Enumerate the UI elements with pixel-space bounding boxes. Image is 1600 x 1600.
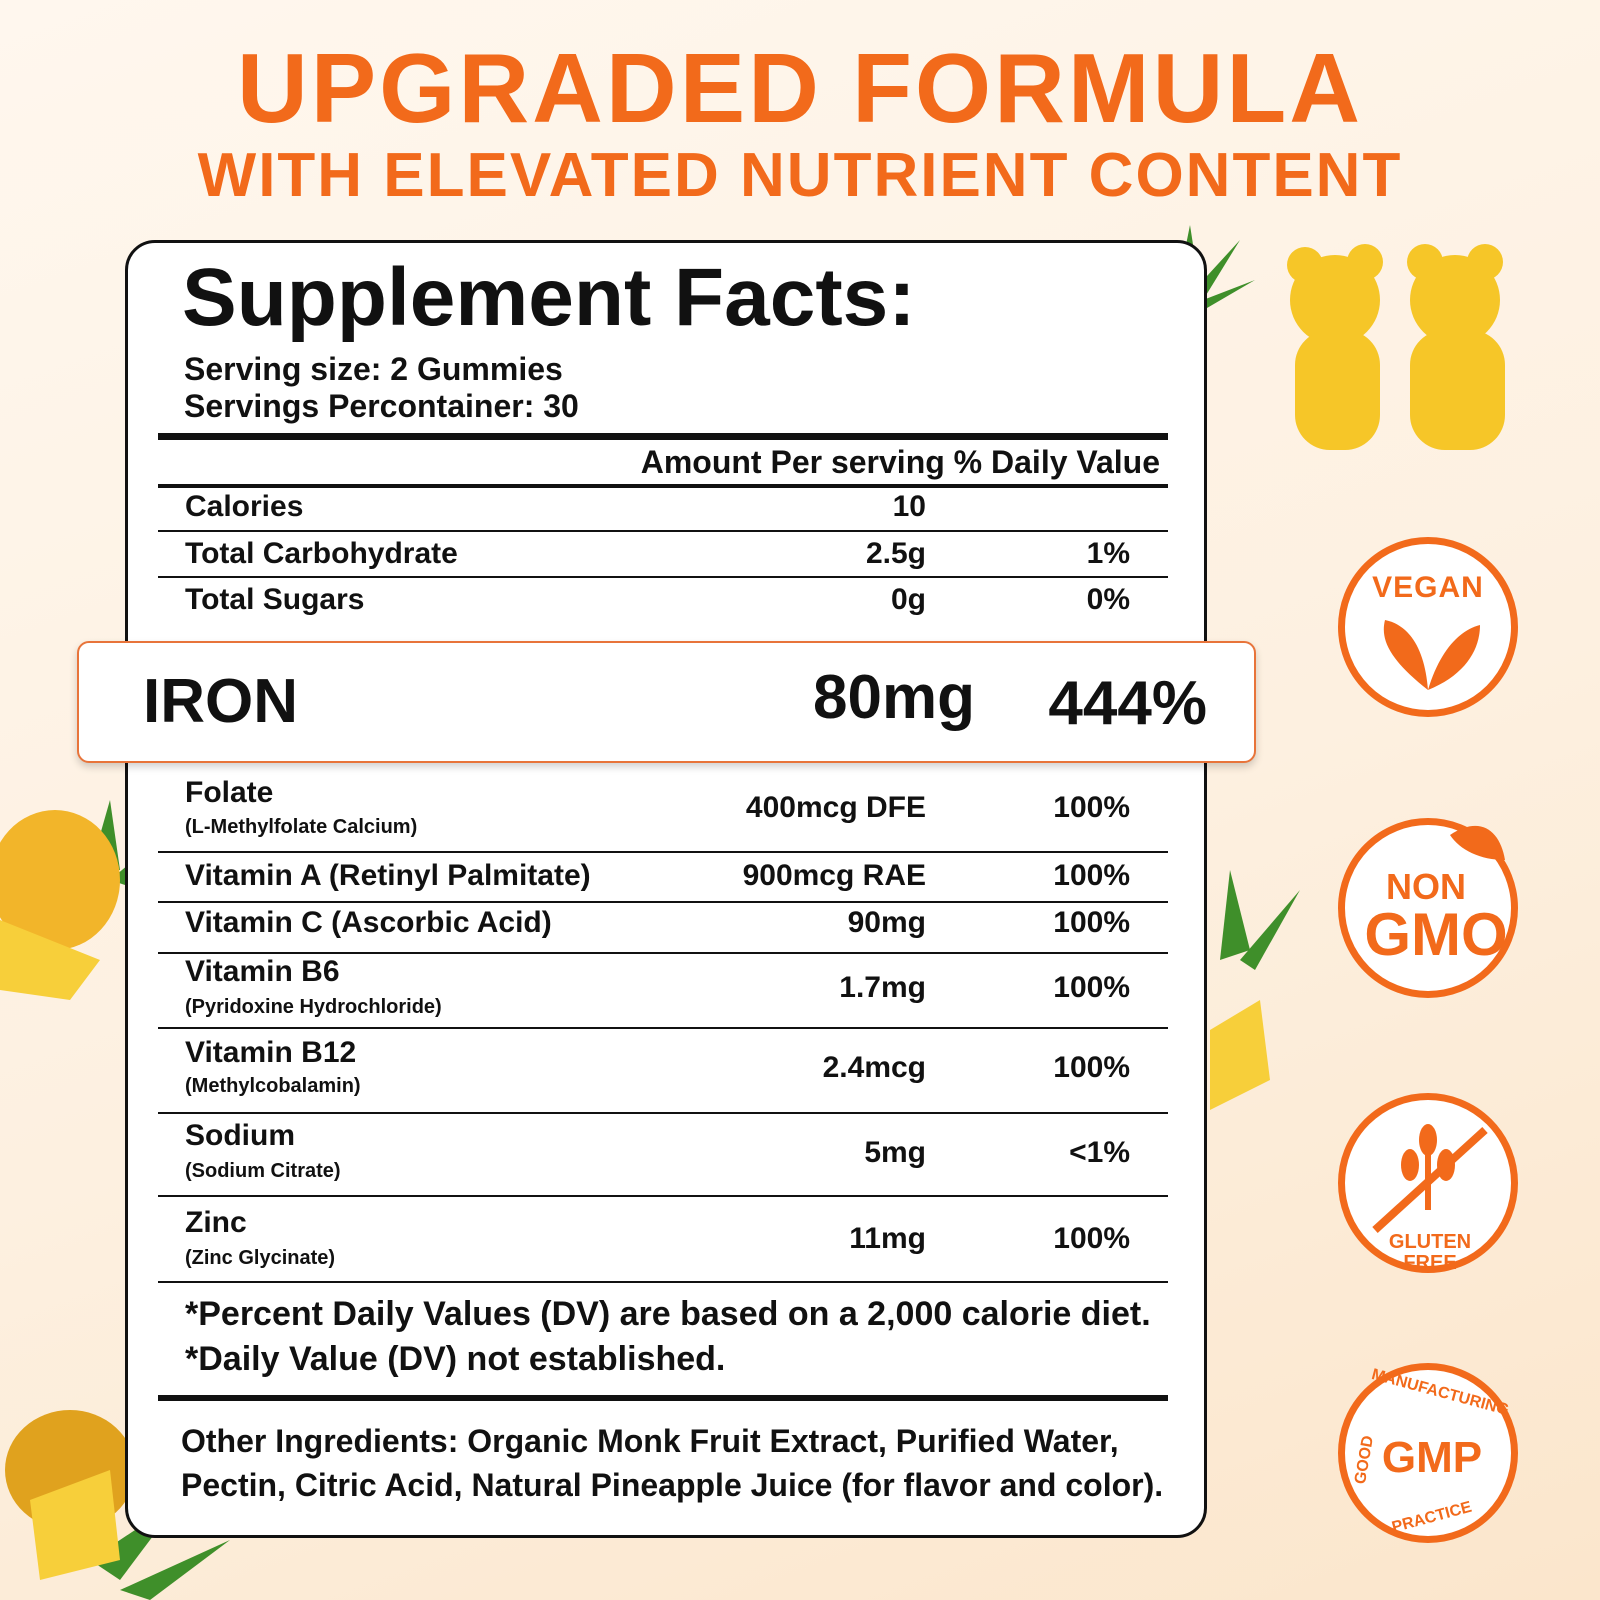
nutrient-name: Total Carbohydrate: [185, 537, 458, 570]
subheadline: WITH ELEVATED NUTRIENT CONTENT: [197, 141, 1403, 210]
nutrient-amount: 10: [892, 490, 926, 523]
badge-label: NON: [1386, 866, 1466, 907]
divider: [158, 1027, 1168, 1029]
nutrient-dv: 100%: [1053, 1222, 1130, 1255]
divider: [158, 1395, 1168, 1401]
other-ingredients: Pectin, Citric Acid, Natural Pineapple J…: [181, 1467, 1164, 1503]
nutrient-name: Zinc: [185, 1206, 247, 1239]
divider: [158, 576, 1168, 578]
facts-card: [125, 240, 1207, 1538]
divider: [158, 1281, 1168, 1283]
vegan-badge: [1338, 537, 1518, 717]
footnote: *Daily Value (DV) not established.: [185, 1340, 726, 1378]
nutrient-name: Vitamin B6: [185, 955, 340, 988]
facts-title: Supplement Facts:: [182, 252, 916, 343]
iron-name: IRON: [143, 667, 298, 736]
headline: UPGRADED FORMULA: [237, 33, 1363, 143]
divider: [158, 952, 1168, 954]
non-gmo-badge: [1338, 818, 1518, 998]
nutrient-dv: 100%: [1053, 859, 1130, 892]
nutrient-name: Sodium: [185, 1119, 295, 1152]
serving-size: Serving size: 2 Gummies: [184, 351, 563, 387]
nutrient-amount: 900mcg RAE: [742, 859, 926, 892]
iron-highlight: [77, 641, 1256, 763]
nutrient-amount: 2.4mcg: [822, 1051, 926, 1084]
nutrient-source: (L-Methylfolate Calcium): [185, 816, 418, 838]
nutrient-amount: 2.5g: [865, 537, 926, 570]
badge-label: GMO: [1364, 901, 1508, 968]
nutrient-amount: 1.7mg: [839, 971, 926, 1004]
nutrient-dv: 100%: [1053, 791, 1130, 824]
nutrient-amount: 400mcg DFE: [745, 791, 926, 824]
nutrient-dv: 100%: [1053, 971, 1130, 1004]
nutrient-amount: 90mg: [847, 906, 926, 939]
nutrient-source: (Pyridoxine Hydrochloride): [185, 996, 442, 1018]
divider: [158, 1195, 1168, 1197]
badge-label: FREE: [1403, 1252, 1457, 1274]
badge-label: VEGAN: [1372, 571, 1484, 604]
divider: [158, 484, 1168, 488]
badge-label: GMP: [1381, 1433, 1483, 1482]
nutrient-source: (Zinc Glycinate): [185, 1247, 336, 1269]
nutrient-dv: 100%: [1053, 1051, 1130, 1084]
other-ingredients: Other Ingredients: Organic Monk Fruit Ex…: [181, 1423, 1119, 1459]
iron-dv: 444%: [1048, 669, 1207, 738]
badge-label: GLUTEN: [1388, 1231, 1472, 1253]
nutrient-dv: 0%: [1086, 583, 1130, 616]
servings: Servings Percontainer: 30: [184, 388, 579, 424]
divider: [158, 851, 1168, 853]
nutrient-source: (Sodium Citrate): [185, 1160, 341, 1182]
divider: [158, 901, 1168, 903]
divider: [158, 433, 1168, 440]
gmp-badge: [1338, 1363, 1518, 1543]
nutrient-name: Calories: [185, 490, 304, 523]
divider: [158, 530, 1168, 532]
iron-amount: 80mg: [813, 663, 975, 732]
nutrient-dv: <1%: [1069, 1136, 1130, 1169]
nutrient-amount: 11mg: [849, 1222, 926, 1255]
footnote: *Percent Daily Values (DV) are based on …: [185, 1295, 1151, 1333]
nutrient-dv: 1%: [1086, 537, 1130, 570]
nutrient-dv: 100%: [1053, 906, 1130, 939]
column-header: Amount Per serving % Daily Value: [640, 444, 1160, 480]
nutrient-source: (Methylcobalamin): [185, 1075, 361, 1097]
nutrient-name: Vitamin C (Ascorbic Acid): [185, 906, 552, 939]
nutrient-amount: 0g: [890, 583, 926, 616]
nutrient-amount: 5mg: [864, 1136, 926, 1169]
nutrient-name: Folate: [185, 776, 274, 809]
nutrient-name: Vitamin B12: [185, 1036, 357, 1069]
nutrient-name: Vitamin A (Retinyl Palmitate): [185, 859, 591, 892]
nutrient-name: Total Sugars: [185, 583, 365, 616]
divider: [158, 1112, 1168, 1114]
